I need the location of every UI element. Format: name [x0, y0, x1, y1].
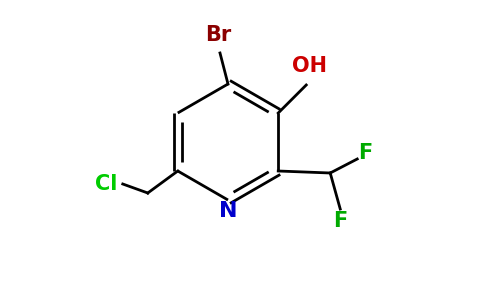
Text: F: F [333, 211, 348, 231]
Text: Br: Br [205, 25, 231, 45]
Text: Cl: Cl [94, 174, 117, 194]
Text: N: N [219, 201, 237, 221]
Text: F: F [358, 143, 372, 163]
Text: OH: OH [292, 56, 327, 76]
